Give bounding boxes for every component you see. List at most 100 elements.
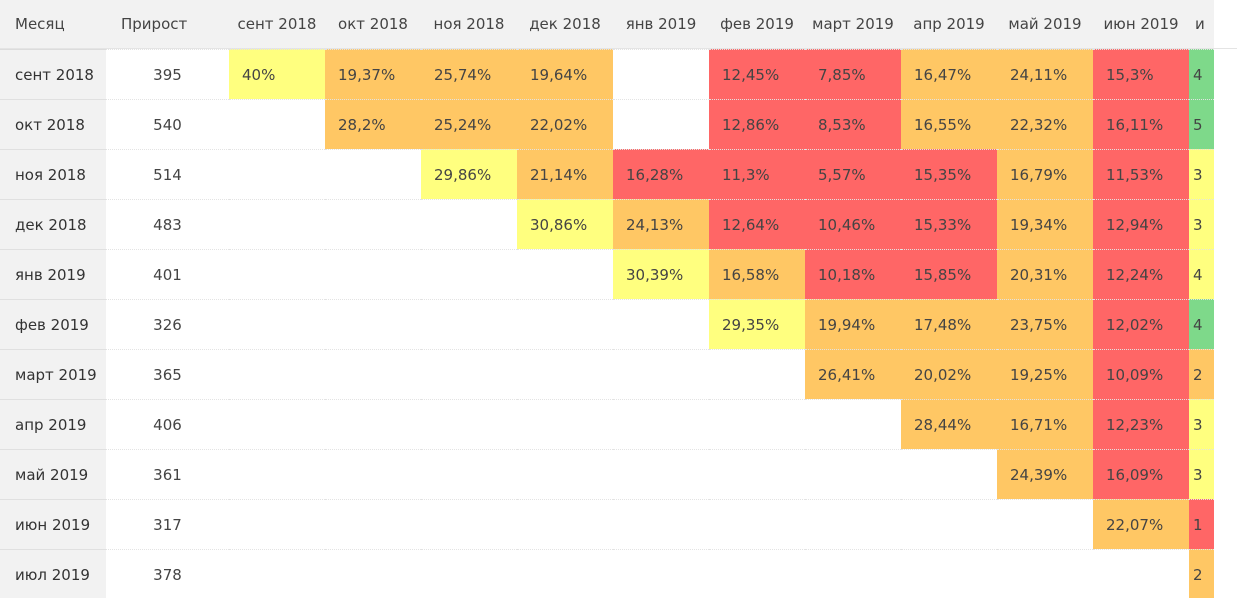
retention-cell: 19,64%: [517, 49, 613, 99]
header-col[interactable]: апр 2019: [901, 0, 997, 48]
retention-cell: 12,94%: [1093, 199, 1189, 249]
header-col[interactable]: сент 2018: [229, 0, 325, 48]
header-col[interactable]: окт 2018: [325, 0, 421, 48]
retention-cell: [325, 199, 421, 249]
header-col[interactable]: май 2019: [997, 0, 1093, 48]
retention-cell: 22,02%: [517, 99, 613, 149]
retention-cell: 23,75%: [997, 299, 1093, 349]
retention-cell: 24,11%: [997, 49, 1093, 99]
header-growth[interactable]: Прирост: [106, 0, 229, 48]
retention-cell: [613, 499, 709, 549]
retention-cell: [325, 299, 421, 349]
retention-cell: [421, 199, 517, 249]
retention-cell: [709, 449, 805, 499]
header-month[interactable]: Месяц: [0, 0, 106, 48]
table-row: янв 2019 401 30,39% 16,58% 10,18% 15,85% 20,31…: [0, 249, 1237, 299]
row-month: окт 2018: [0, 99, 106, 149]
row-month: март 2019: [0, 349, 106, 399]
row-growth: 401: [106, 249, 229, 299]
retention-cell: [613, 49, 709, 99]
table-row: дек 2018 483 30,86% 24,13% 12,64% 10,46% 15,33…: [0, 199, 1237, 249]
retention-cell: 20,02%: [901, 349, 997, 399]
retention-cell: [229, 399, 325, 449]
table-header: Месяц Прирост сент 2018 окт 2018 ноя 201…: [0, 0, 1237, 49]
row-growth: 514: [106, 149, 229, 199]
header-col[interactable]: янв 2019: [613, 0, 709, 48]
retention-cell: [517, 249, 613, 299]
retention-cell: [325, 249, 421, 299]
header-col[interactable]: март 2019: [805, 0, 901, 48]
retention-cell: 10,18%: [805, 249, 901, 299]
retention-cell: [421, 299, 517, 349]
retention-cell: [421, 549, 517, 598]
retention-cell: [421, 449, 517, 499]
retention-cell: 26,41%: [805, 349, 901, 399]
retention-cell: 21,14%: [517, 149, 613, 199]
retention-cell: [709, 399, 805, 449]
retention-cell: 30,39%: [613, 249, 709, 299]
retention-cell: [901, 449, 997, 499]
header-col[interactable]: фев 2019: [709, 0, 805, 48]
retention-cell-partial: 3: [1189, 399, 1214, 449]
retention-cell: 29,35%: [709, 299, 805, 349]
retention-cell: 19,94%: [805, 299, 901, 349]
retention-cell: 17,48%: [901, 299, 997, 349]
row-month: фев 2019: [0, 299, 106, 349]
retention-cell: 15,35%: [901, 149, 997, 199]
retention-cell: [613, 99, 709, 149]
row-month: янв 2019: [0, 249, 106, 299]
retention-cell: 22,32%: [997, 99, 1093, 149]
retention-cell: [517, 449, 613, 499]
table-row: ноя 2018 514 29,86% 21,14% 16,28% 11,3% 5,57% 1…: [0, 149, 1237, 199]
retention-cell: [997, 549, 1093, 598]
retention-cell: [229, 99, 325, 149]
row-growth: 365: [106, 349, 229, 399]
retention-cell: 22,07%: [1093, 499, 1189, 549]
retention-cell-partial: 3: [1189, 199, 1214, 249]
retention-cell-partial: 5: [1189, 99, 1214, 149]
retention-cell: 16,58%: [709, 249, 805, 299]
retention-cell-partial: 1: [1189, 499, 1214, 549]
retention-cell: 16,11%: [1093, 99, 1189, 149]
retention-cell: [421, 499, 517, 549]
retention-cell: 11,3%: [709, 149, 805, 199]
retention-cell: 10,46%: [805, 199, 901, 249]
retention-cell: 15,3%: [1093, 49, 1189, 99]
row-growth: 406: [106, 399, 229, 449]
retention-cell: [517, 549, 613, 598]
retention-cell: 40%: [229, 49, 325, 99]
retention-cell-partial: 2: [1189, 349, 1214, 399]
retention-cell: 12,23%: [1093, 399, 1189, 449]
retention-cell: 16,09%: [1093, 449, 1189, 499]
retention-cell: 28,2%: [325, 99, 421, 149]
retention-cell: [325, 149, 421, 199]
header-col[interactable]: июн 2019: [1093, 0, 1189, 48]
retention-cell: [421, 249, 517, 299]
retention-cell: 12,86%: [709, 99, 805, 149]
header-col[interactable]: дек 2018: [517, 0, 613, 48]
header-col[interactable]: ноя 2018: [421, 0, 517, 48]
retention-cell: [517, 299, 613, 349]
retention-cell: [325, 399, 421, 449]
table-row: июн 2019 317 22,07% 1: [0, 499, 1237, 549]
retention-cell: [229, 549, 325, 598]
retention-cell: [229, 199, 325, 249]
retention-cell: [901, 549, 997, 598]
retention-cell-partial: 3: [1189, 149, 1214, 199]
retention-cell: [229, 299, 325, 349]
retention-cell: 16,79%: [997, 149, 1093, 199]
retention-cell: 20,31%: [997, 249, 1093, 299]
row-growth: 326: [106, 299, 229, 349]
table-row: апр 2019 406 28,44% 16,71% 12,23% 3: [0, 399, 1237, 449]
header-col-partial[interactable]: и: [1189, 0, 1214, 48]
retention-cell: [517, 349, 613, 399]
retention-cell: [613, 399, 709, 449]
table-row: март 2019 365 26,41% 20,02% 19,25% 10,09% 2: [0, 349, 1237, 399]
row-month: сент 2018: [0, 49, 106, 99]
retention-cell: 15,85%: [901, 249, 997, 299]
retention-cell: [805, 499, 901, 549]
retention-cell: 15,33%: [901, 199, 997, 249]
retention-cell: [709, 549, 805, 598]
retention-cell: 11,53%: [1093, 149, 1189, 199]
retention-cell: [901, 499, 997, 549]
